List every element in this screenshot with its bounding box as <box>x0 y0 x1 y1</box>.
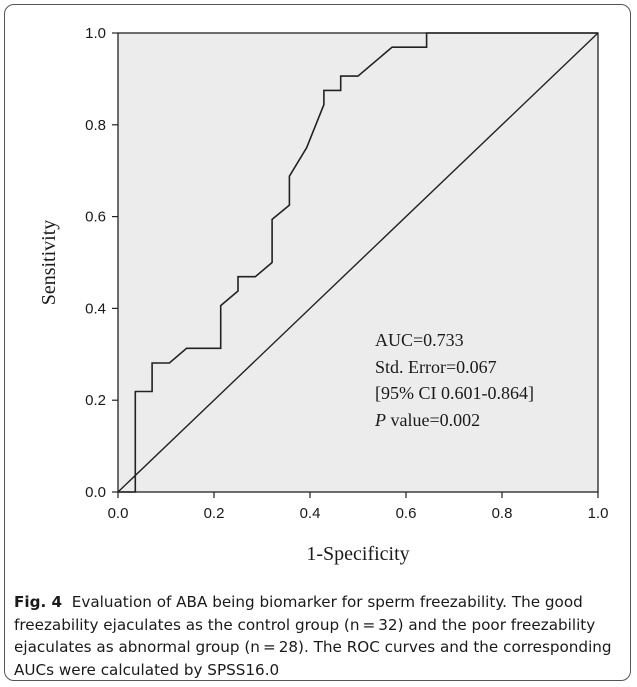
plot-border <box>117 32 599 493</box>
y-tick-label: 0.0 <box>85 484 106 501</box>
x-tick-label: 0.4 <box>300 505 321 522</box>
roc-chart: 0.0 0.2 0.4 0.6 0.8 1.0 0.0 0.2 0.4 0.6 0.8 1.0 1-… <box>38 25 609 565</box>
p-value-text: value=0.002 <box>386 410 480 430</box>
y-axis: 0.0 0.2 0.4 0.6 0.8 1.0 <box>85 25 118 501</box>
figure-caption: Fig. 4 Evaluation of ABA being biomarker… <box>14 591 624 681</box>
x-axis: 0.0 0.2 0.4 0.6 0.8 1.0 <box>108 492 609 522</box>
x-tick-label: 0.8 <box>492 505 513 522</box>
x-tick-label: 1.0 <box>588 505 609 522</box>
x-tick-label: 0.6 <box>396 505 417 522</box>
y-tick-label: 1.0 <box>85 25 106 42</box>
std-error-annotation: Std. Error=0.067 <box>375 357 497 377</box>
p-label: P <box>374 410 386 430</box>
auc-annotation: AUC=0.733 <box>375 330 464 350</box>
y-tick-label: 0.8 <box>85 117 106 134</box>
caption-label: Fig. 4 <box>14 593 63 611</box>
ci-annotation: [95% CI 0.601-0.864] <box>375 383 534 403</box>
y-axis-label: Sensitivity <box>38 220 60 306</box>
p-value-annotation: P value=0.002 <box>374 410 480 430</box>
annotation-box: AUC=0.733 Std. Error=0.067 [95% CI 0.601… <box>374 330 534 430</box>
x-tick-label: 0.0 <box>108 505 129 522</box>
x-tick-label: 0.2 <box>204 505 225 522</box>
roc-curve-line <box>118 32 598 493</box>
reference-diagonal-line <box>117 32 599 493</box>
y-tick-label: 0.4 <box>85 300 106 317</box>
caption-text: Evaluation of ABA being biomarker for sp… <box>14 593 612 679</box>
y-tick-label: 0.2 <box>85 392 106 409</box>
y-tick-label: 0.6 <box>85 209 106 226</box>
x-axis-label: 1-Specificity <box>306 543 409 565</box>
